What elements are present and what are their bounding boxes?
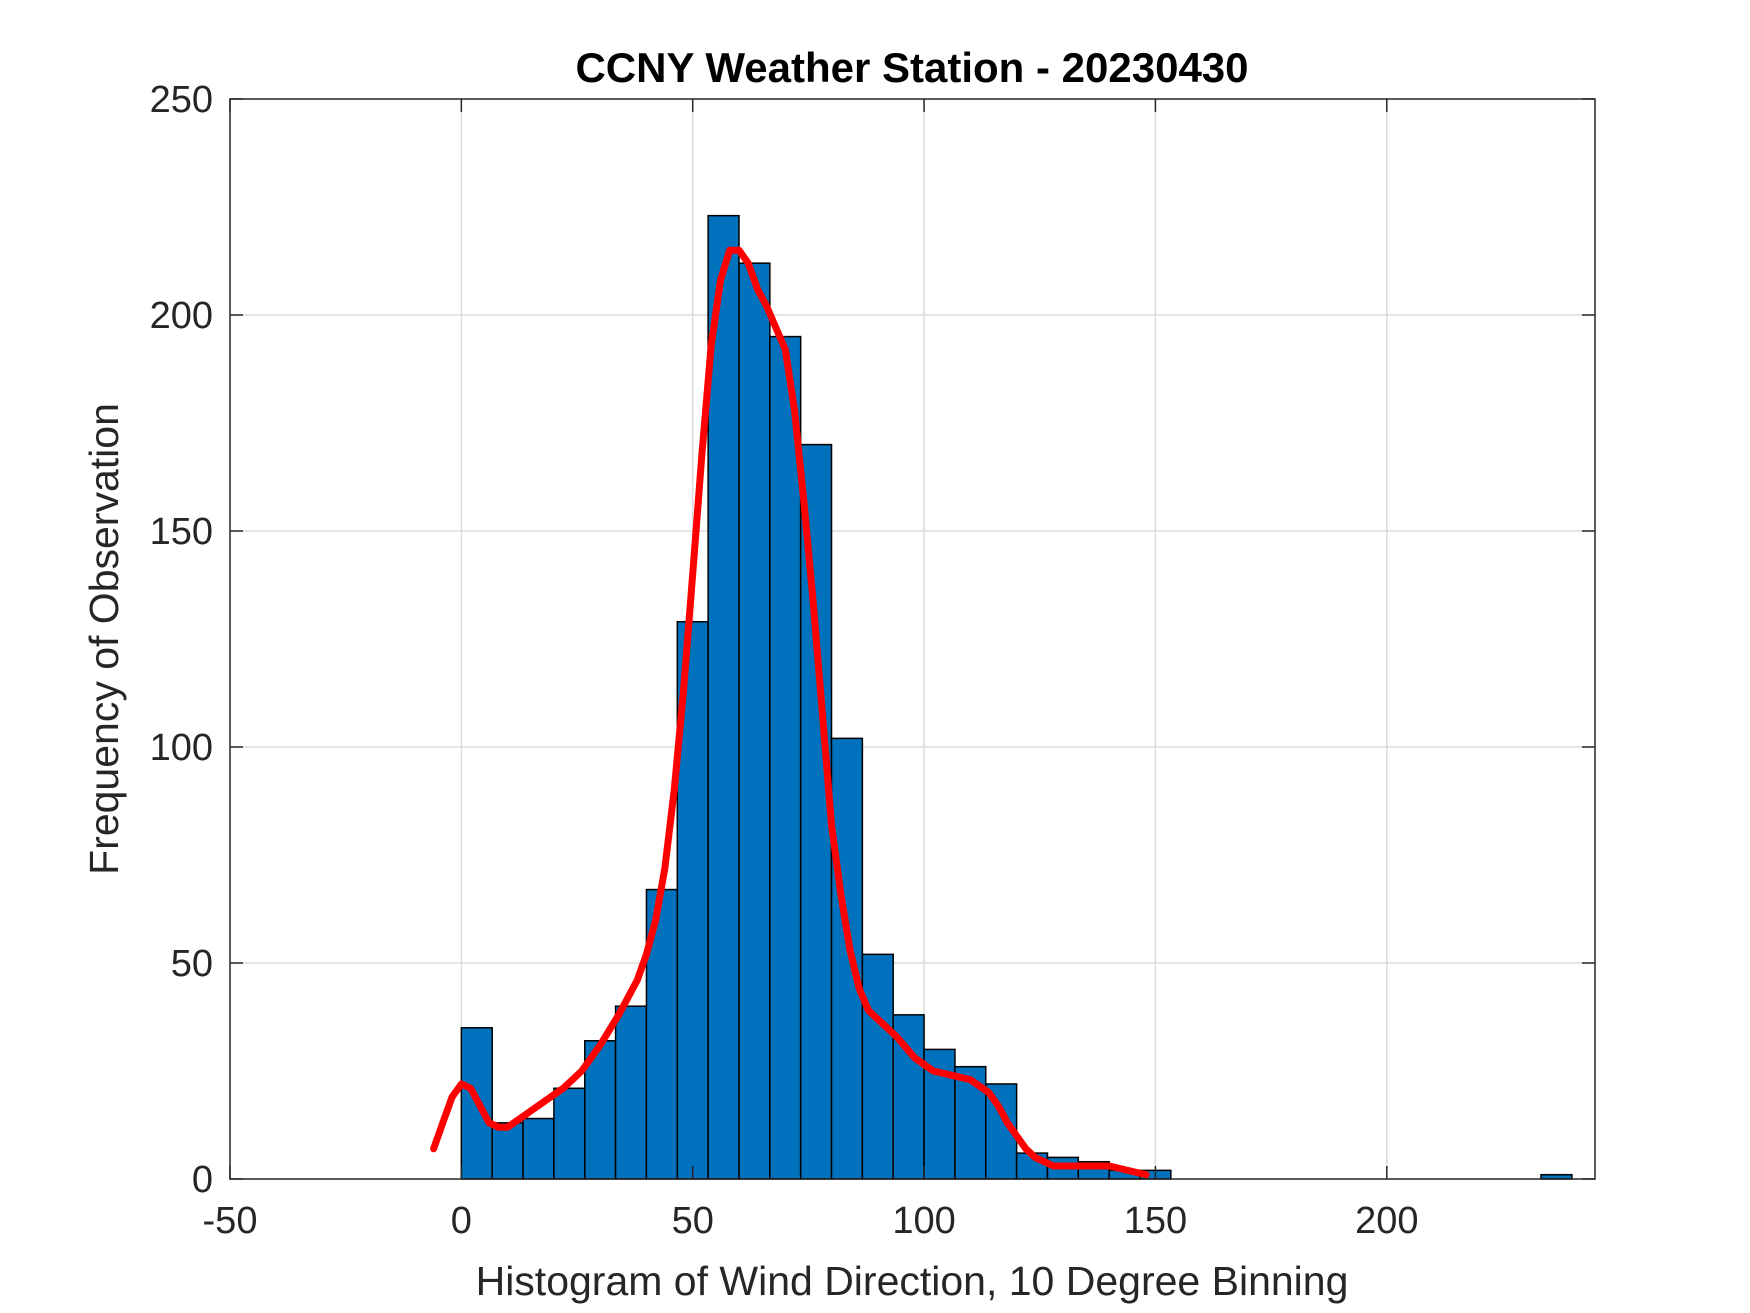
y-tick-labels: 0 50 100 150 200 250 xyxy=(150,79,213,1201)
y-tick-label: 250 xyxy=(150,79,213,121)
x-tick-label: 50 xyxy=(672,1200,714,1242)
histogram-bar xyxy=(707,214,740,1180)
histogram-bar xyxy=(614,1005,648,1180)
y-axis-label: Frequency of Observation xyxy=(81,403,127,875)
x-tick-label: 100 xyxy=(892,1200,955,1242)
plot-background xyxy=(230,99,1595,1179)
axes-box xyxy=(229,98,1596,1180)
histogram-bar xyxy=(491,1122,524,1180)
histogram-bar xyxy=(553,1087,586,1180)
y-tick-label: 200 xyxy=(150,295,213,337)
histogram-bar xyxy=(861,953,894,1180)
histogram-bar xyxy=(769,335,802,1180)
y-tick-label: 0 xyxy=(192,1159,213,1201)
y-tick-label: 100 xyxy=(150,727,213,769)
density-curve xyxy=(430,246,1150,1179)
x-tick-label: 150 xyxy=(1124,1200,1187,1242)
chart-title: CCNY Weather Station - 20230430 xyxy=(575,44,1248,91)
x-tick-label: 200 xyxy=(1355,1200,1418,1242)
y-tick-label: 150 xyxy=(150,511,213,553)
histogram-bar xyxy=(522,1117,555,1180)
x-tick-label: -50 xyxy=(203,1200,258,1242)
x-tick-labels: -50 0 50 100 150 200 xyxy=(203,1200,1419,1242)
y-tick-label: 50 xyxy=(171,943,213,985)
histogram-bar xyxy=(738,262,771,1180)
x-tick-label: 0 xyxy=(451,1200,472,1242)
tick-marks xyxy=(229,98,1595,1180)
x-axis-label: Histogram of Wind Direction, 10 Degree B… xyxy=(476,1258,1349,1304)
histogram-bar xyxy=(830,737,864,1180)
